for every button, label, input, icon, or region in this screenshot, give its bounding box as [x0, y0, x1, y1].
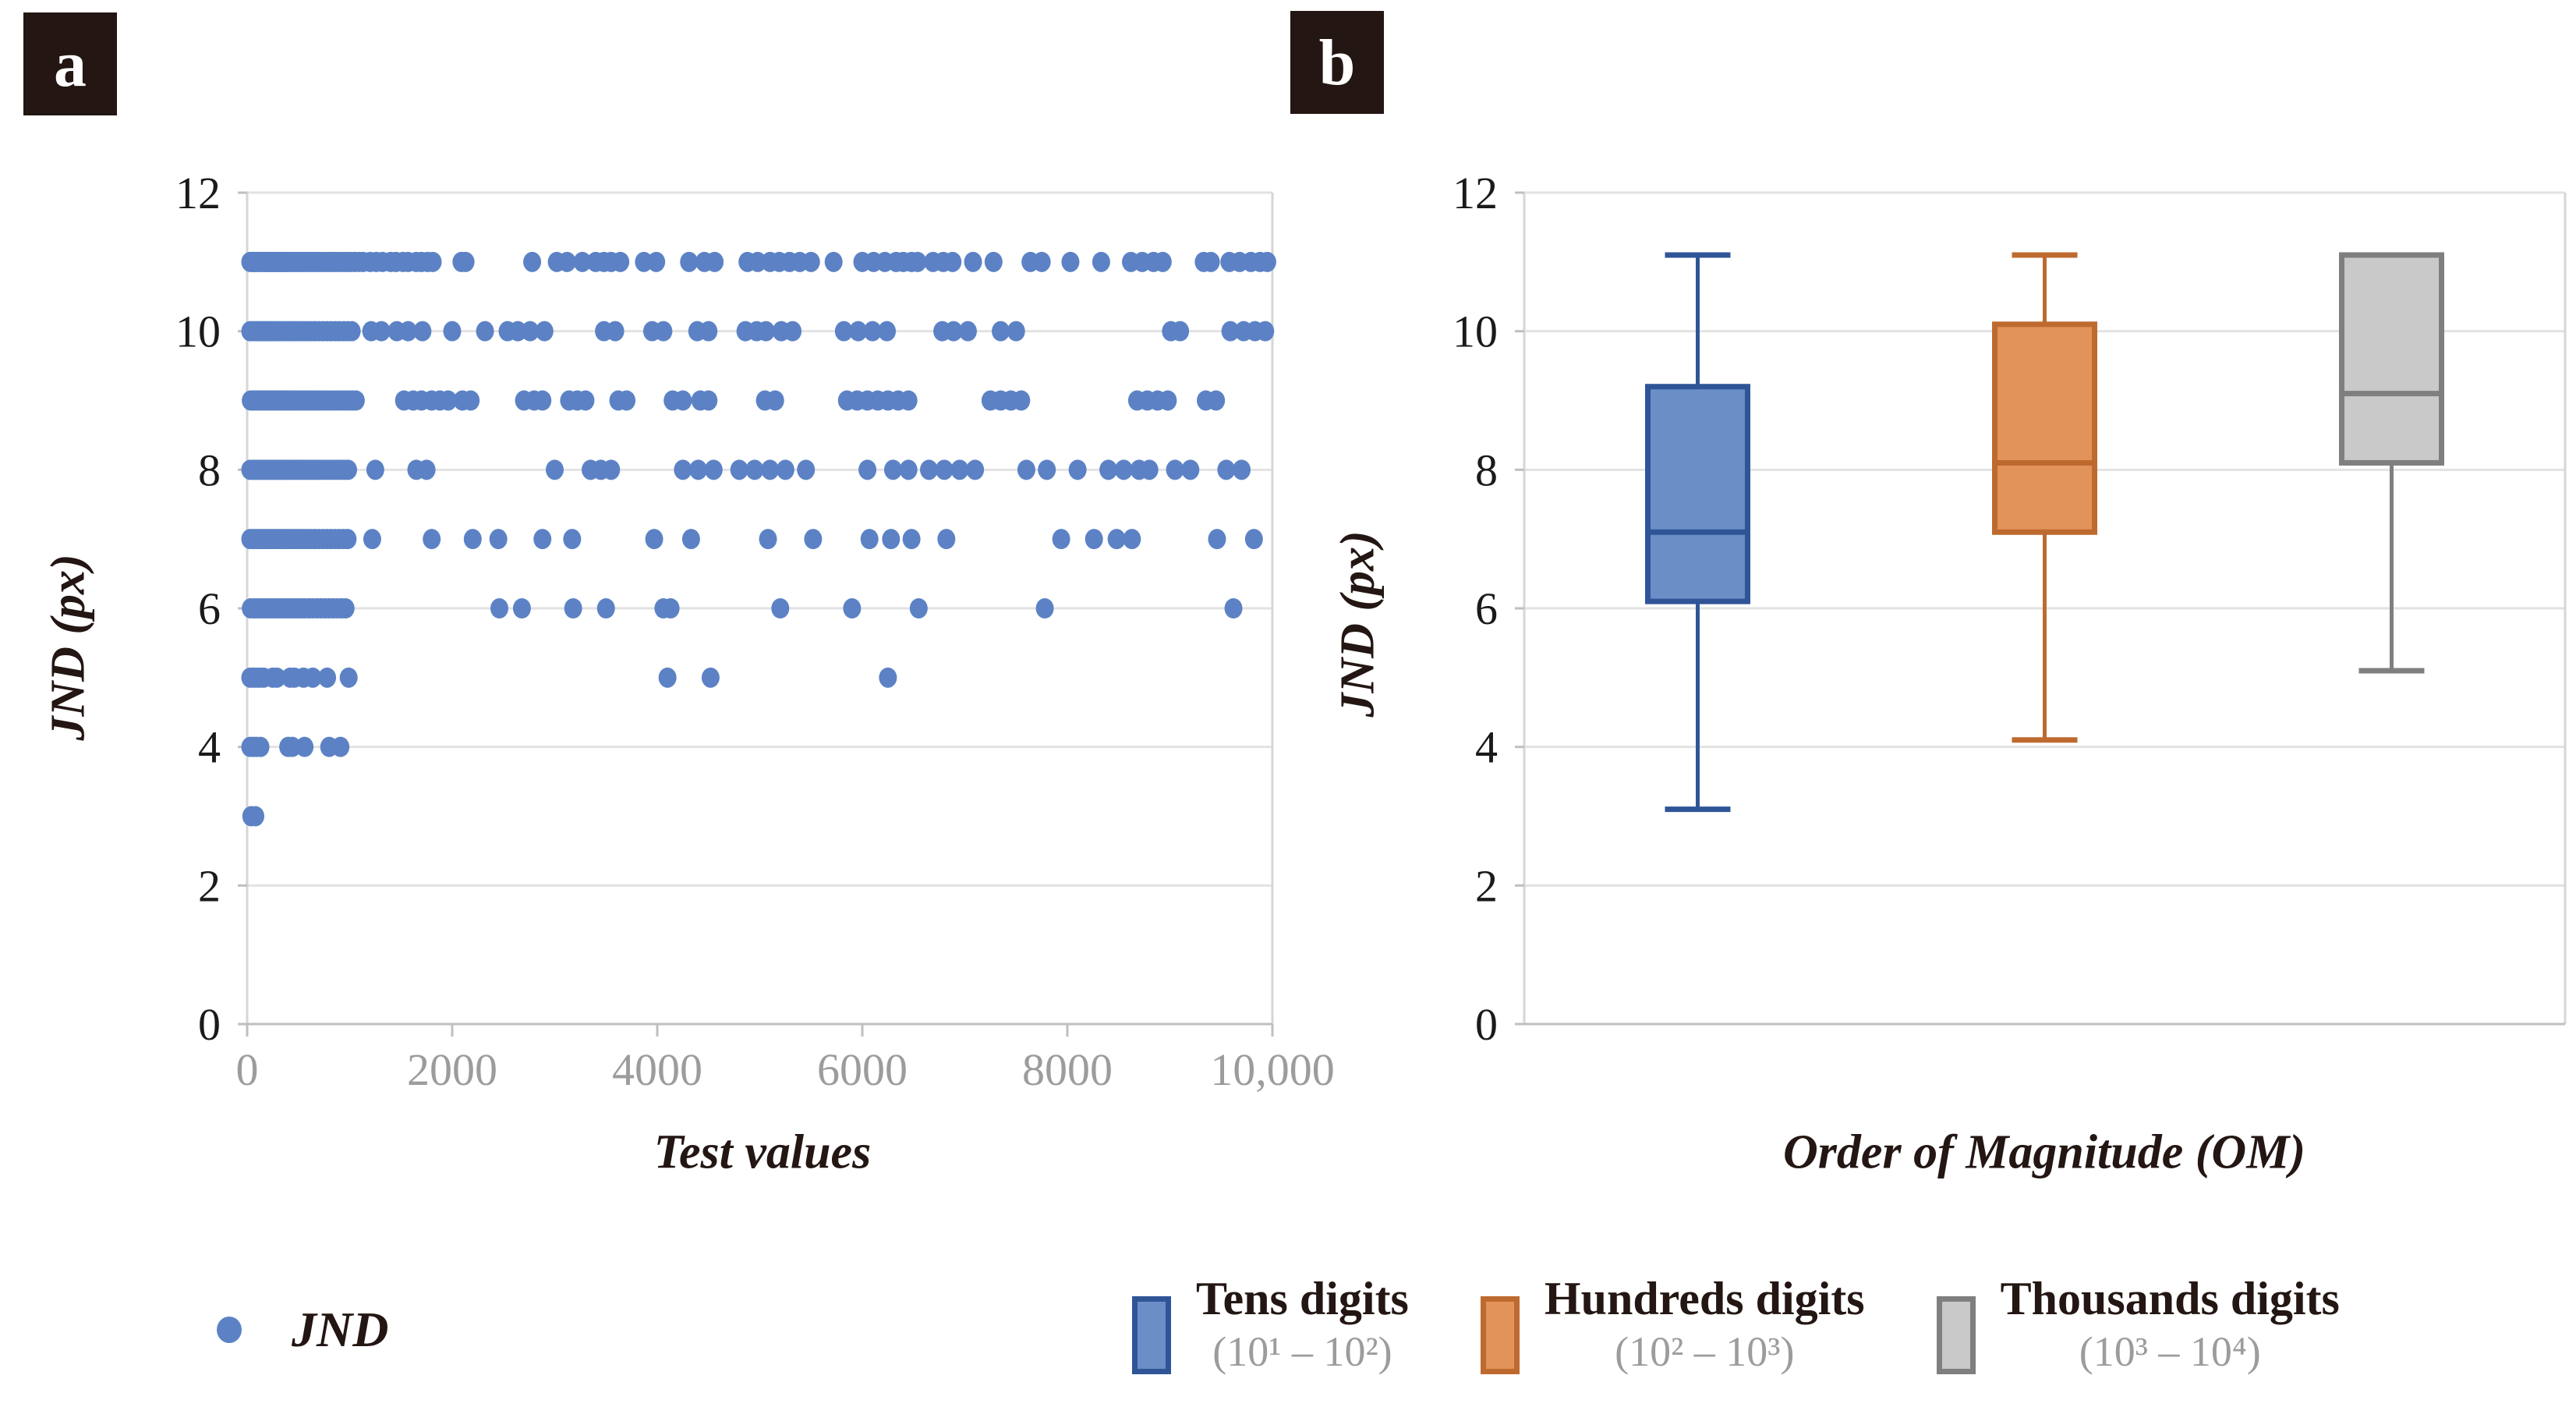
svg-text:4000: 4000	[612, 1044, 702, 1095]
svg-text:2000: 2000	[407, 1044, 497, 1095]
svg-text:12: 12	[175, 168, 221, 218]
thousands-legend-range: (10³ – 10⁴)	[2079, 1328, 2261, 1375]
legend-item-thousands: Thousands digits (10³ – 10⁴)	[1936, 1271, 2340, 1377]
legend-item-hundreds: Hundreds digits (10² – 10³)	[1480, 1271, 1865, 1377]
panel-a-letter: a	[54, 27, 87, 101]
jnd-marker-icon	[217, 1317, 242, 1343]
svg-text:10: 10	[175, 307, 221, 357]
panel-b-letter: b	[1318, 26, 1356, 99]
hundreds-legend-title: Hundreds digits	[1544, 1273, 1865, 1324]
jnd-scatter-points	[241, 251, 1276, 827]
tens-legend-title: Tens digits	[1196, 1273, 1409, 1324]
svg-text:6: 6	[198, 583, 221, 634]
hundreds-legend-range: (10² – 10³)	[1615, 1328, 1795, 1375]
box-thousands-digits	[2339, 252, 2444, 674]
panel-b-legend: Tens digits (10¹ – 10²) Hundreds digits …	[1132, 1271, 2340, 1377]
panel-b-x-axis-title: Order of Magnitude (OM)	[1783, 1125, 2305, 1179]
thousands-swatch-icon	[1936, 1296, 1976, 1374]
svg-text:2: 2	[198, 860, 221, 911]
box-tens-digits	[1645, 252, 1750, 813]
panel-a-legend: JND	[217, 1301, 388, 1359]
svg-text:4: 4	[198, 722, 221, 773]
panel-a-label: a	[23, 12, 117, 115]
svg-text:2: 2	[1475, 860, 1498, 911]
panel-a-x-axis-title: Test values	[653, 1125, 872, 1179]
svg-text:8000: 8000	[1022, 1044, 1113, 1095]
hundreds-swatch-icon	[1480, 1296, 1520, 1374]
svg-text:8: 8	[1475, 445, 1498, 495]
svg-text:0: 0	[1475, 999, 1498, 1050]
tens-swatch-icon	[1132, 1296, 1171, 1374]
box-hundreds-digits	[1992, 252, 2097, 743]
jnd-legend-label: JND	[292, 1302, 389, 1357]
tens-legend-range: (10¹ – 10²)	[1212, 1328, 1392, 1375]
box-plot-b: 12 10 8 6 4 2 0	[1453, 168, 2567, 1050]
svg-text:6000: 6000	[817, 1044, 908, 1095]
svg-text:0: 0	[236, 1044, 259, 1095]
svg-text:10,000: 10,000	[1210, 1044, 1335, 1095]
panel-a-y-axis-title: JND (px)	[41, 554, 95, 741]
panel-b-y-axis-title: JND (px)	[1331, 530, 1385, 718]
panel-b-label: b	[1290, 11, 1384, 114]
svg-text:12: 12	[1453, 168, 1498, 218]
scatter-plot-a: 12 10 8 6 4 2 00 2000 4000 6000 8000 10,000	[175, 168, 1335, 1095]
legend-item-tens: Tens digits (10¹ – 10²)	[1132, 1271, 1409, 1377]
svg-text:4: 4	[1475, 722, 1498, 773]
svg-text:6: 6	[1475, 583, 1498, 634]
svg-text:8: 8	[198, 445, 221, 495]
svg-text:10: 10	[1453, 307, 1498, 357]
svg-text:0: 0	[198, 999, 221, 1050]
thousands-legend-title: Thousands digits	[2000, 1273, 2340, 1324]
